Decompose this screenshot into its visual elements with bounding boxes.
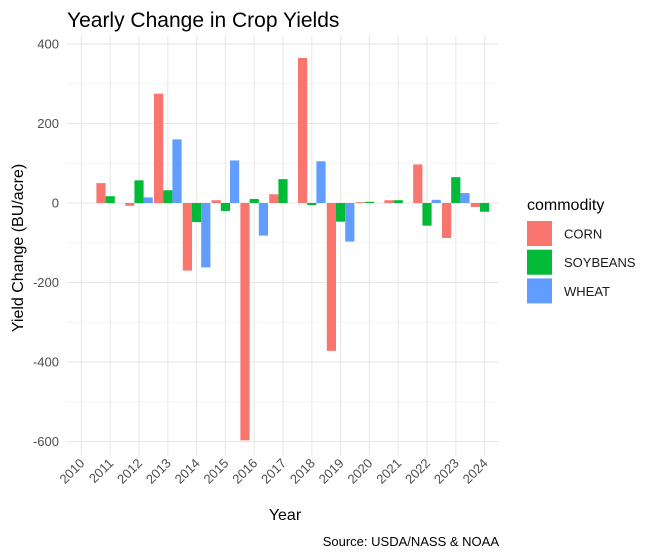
x-axis-title: Year bbox=[269, 507, 302, 524]
bar-wheat-2015 bbox=[230, 160, 240, 203]
x-tick-label: 2011 bbox=[86, 456, 116, 486]
x-tick-label: 2012 bbox=[114, 456, 145, 487]
y-tick-label: -200 bbox=[33, 275, 59, 290]
legend: commodity CORN SOYBEANS WHEAT bbox=[527, 197, 636, 304]
bar-soybeans-2014 bbox=[192, 203, 202, 223]
bar-soybeans-2018 bbox=[307, 203, 317, 205]
bar-soybeans-2022 bbox=[422, 203, 432, 226]
legend-key-soybeans bbox=[527, 249, 552, 275]
x-tick-label: 2010 bbox=[56, 456, 87, 487]
x-tick-label: 2019 bbox=[316, 456, 347, 487]
bar-wheat-2013 bbox=[172, 139, 182, 203]
bar-corn-2016 bbox=[240, 203, 250, 441]
x-tick-label: 2024 bbox=[460, 456, 491, 487]
bar-wheat-2012 bbox=[143, 197, 153, 203]
y-axis-ticks: 400 200 0 -200 -400 -600 bbox=[33, 37, 59, 450]
bar-soybeans-2013 bbox=[163, 190, 173, 203]
y-tick-label: -600 bbox=[33, 434, 59, 449]
legend-key-corn bbox=[527, 221, 552, 246]
bar-corn-2013 bbox=[154, 93, 164, 203]
bar-corn-2022 bbox=[413, 164, 423, 203]
legend-label-corn: CORN bbox=[564, 227, 602, 242]
bar-soybeans-2021 bbox=[393, 200, 403, 203]
bar-soybeans-2017 bbox=[278, 179, 288, 203]
bar-corn-2011 bbox=[96, 183, 106, 203]
bar-corn-2021 bbox=[384, 200, 394, 203]
y-tick-label: 200 bbox=[37, 116, 59, 131]
x-tick-label: 2023 bbox=[431, 456, 462, 487]
bar-soybeans-2024 bbox=[480, 203, 490, 212]
bar-corn-2018 bbox=[298, 57, 308, 203]
bar-wheat-2019 bbox=[345, 203, 355, 242]
x-tick-label: 2013 bbox=[143, 456, 174, 487]
bar-wheat-2016 bbox=[258, 203, 268, 236]
bar-soybeans-2012 bbox=[134, 180, 144, 203]
x-tick-label: 2014 bbox=[172, 456, 203, 487]
legend-label-soybeans: SOYBEANS bbox=[564, 255, 636, 270]
bar-corn-2012 bbox=[125, 203, 135, 206]
y-axis-title: Yield Change (BU/acre) bbox=[10, 164, 27, 332]
bar-soybeans-2011 bbox=[105, 196, 115, 203]
bar-corn-2017 bbox=[269, 194, 279, 203]
y-tick-label: 0 bbox=[52, 196, 59, 211]
legend-title: commodity bbox=[527, 197, 604, 214]
x-tick-label: 2022 bbox=[402, 456, 433, 487]
bar-corn-2019 bbox=[326, 203, 336, 351]
legend-key-wheat bbox=[527, 278, 552, 304]
bar-corn-2024 bbox=[470, 203, 480, 207]
x-tick-label: 2021 bbox=[373, 456, 404, 487]
x-tick-label: 2018 bbox=[287, 456, 318, 487]
bar-wheat-2022 bbox=[431, 199, 441, 203]
x-tick-label: 2017 bbox=[258, 456, 289, 487]
source-caption: Source: USDA/NASS & NOAA bbox=[323, 534, 500, 549]
bar-soybeans-2016 bbox=[249, 199, 259, 203]
x-tick-label: 2016 bbox=[229, 456, 260, 487]
bars bbox=[96, 57, 490, 441]
bar-corn-2014 bbox=[182, 203, 192, 271]
y-tick-label: -400 bbox=[33, 355, 59, 370]
bar-corn-2015 bbox=[211, 200, 221, 203]
legend-label-wheat: WHEAT bbox=[564, 284, 610, 299]
x-tick-label: 2020 bbox=[344, 456, 375, 487]
bar-soybeans-2015 bbox=[220, 203, 230, 211]
grid bbox=[67, 36, 499, 456]
x-tick-label: 2015 bbox=[200, 456, 231, 487]
bar-corn-2023 bbox=[442, 203, 452, 238]
bar-soybeans-2023 bbox=[451, 177, 461, 203]
bar-wheat-2014 bbox=[201, 203, 211, 268]
x-axis-ticks: 2010201120122013201420152016201720182019… bbox=[56, 456, 490, 487]
bar-wheat-2023 bbox=[460, 193, 470, 203]
bar-soybeans-2019 bbox=[336, 203, 346, 222]
bar-wheat-2018 bbox=[316, 161, 326, 203]
y-tick-label: 400 bbox=[37, 37, 59, 52]
chart-title: Yearly Change in Crop Yields bbox=[67, 9, 339, 32]
bar-soybeans-2020 bbox=[364, 201, 374, 203]
bar-corn-2020 bbox=[355, 202, 365, 204]
